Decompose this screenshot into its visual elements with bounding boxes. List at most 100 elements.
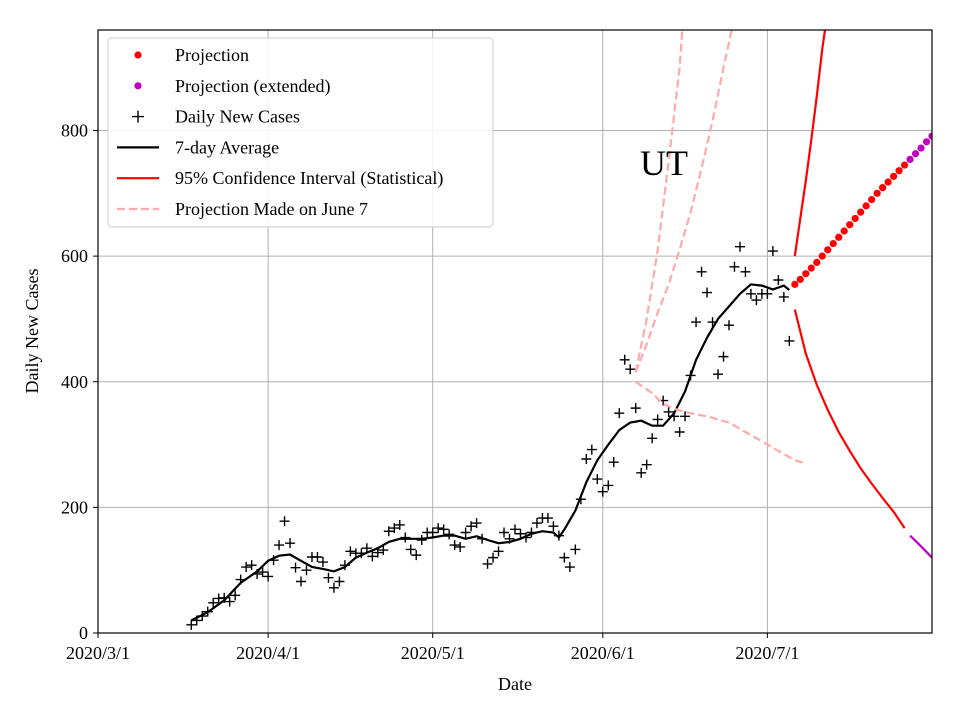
point-projection [873,189,881,197]
legend-marker-dot [134,82,142,90]
legend-label: 95% Confidence Interval (Statistical) [175,168,443,189]
point-projection [851,214,859,223]
point-daily-new-cases [767,246,778,257]
y-axis-label: Daily New Cases [22,269,42,394]
point-daily-new-cases [312,551,323,562]
legend-entry: Daily New Cases [132,107,300,127]
point-daily-new-cases [427,527,438,538]
point-daily-new-cases [586,444,597,455]
point-projection [857,208,865,216]
point-projection [802,270,810,278]
legend-entry: Projection (extended) [134,76,330,97]
point-projection [846,221,854,229]
point-daily-new-cases [317,557,328,568]
point-daily-new-cases [257,567,268,578]
point-daily-new-cases [394,519,405,530]
point-daily-new-cases [597,486,608,497]
series-line-june-7-projection-upper [634,30,684,373]
point-daily-new-cases [246,560,257,571]
point-daily-new-cases [433,523,444,534]
point-daily-new-cases [636,467,647,478]
point-daily-new-cases [224,596,235,607]
point-daily-new-cases [323,572,334,583]
series-line-95-ci-upper [793,30,827,257]
legend-entry: 95% Confidence Interval (Statistical) [117,168,443,189]
point-daily-new-cases [581,454,592,465]
point-projection [900,161,909,169]
x-tick-label: 2020/5/1 [401,643,465,663]
legend-entry: Projection Made on June 7 [117,199,368,219]
point-daily-new-cases [400,532,411,543]
legend-label: Projection [175,45,249,65]
point-daily-new-cases [449,540,460,551]
point-daily-new-cases [455,541,466,552]
point-daily-new-cases [186,619,197,630]
point-projection-extended [922,138,931,146]
point-daily-new-cases [674,427,685,437]
point-daily-new-cases [729,261,740,272]
point-daily-new-cases [438,524,449,535]
point-projection [829,239,837,248]
point-projection [868,195,876,204]
point-projection [796,275,804,283]
point-projection [818,252,826,260]
point-daily-new-cases [625,364,636,375]
x-tick-label: 2020/6/1 [571,643,635,663]
point-daily-new-cases [405,544,416,555]
point-daily-new-cases [702,287,713,298]
point-projection [835,233,843,241]
point-projection [889,172,898,180]
point-daily-new-cases [696,266,707,277]
point-daily-new-cases [444,529,455,540]
point-daily-new-cases [614,408,625,419]
point-daily-new-cases [389,523,400,534]
point-daily-new-cases [378,545,389,556]
point-daily-new-cases [548,521,559,532]
point-daily-new-cases [367,551,378,562]
series-line-june-7-projection-lower [635,380,807,465]
point-daily-new-cases [603,480,614,491]
point-daily-new-cases [663,406,674,417]
point-projection [879,184,887,192]
point-daily-new-cases [230,590,241,601]
point-daily-new-cases [345,546,356,557]
legend-marker-dot [134,51,142,59]
y-tick-label: 800 [61,121,88,141]
point-projection-extended [906,155,914,163]
series-line-7-day-average [190,283,790,622]
point-daily-new-cases [279,516,290,527]
point-daily-new-cases [482,558,493,569]
point-daily-new-cases [713,369,724,380]
plot-area [186,30,932,630]
legend-label: Projection Made on June 7 [175,199,368,219]
legend-label: Daily New Cases [175,107,300,127]
point-projection [807,264,815,272]
point-projection [813,258,821,267]
point-daily-new-cases [274,540,285,551]
legend-label: 7-day Average [175,137,279,157]
point-daily-new-cases [515,528,526,539]
legend-label: Projection (extended) [175,76,330,97]
point-daily-new-cases [734,241,745,252]
axis-ticks: 2020/3/1 2020/4/1 2020/5/1 2020/6/1 2020/7/1… [61,121,799,664]
point-daily-new-cases [784,335,795,346]
point-daily-new-cases [493,546,504,557]
point-daily-new-cases [334,576,345,587]
point-daily-new-cases [488,552,499,563]
point-daily-new-cases [564,562,575,573]
point-projection [862,202,870,210]
point-daily-new-cases [691,317,702,328]
point-daily-new-cases [751,295,762,306]
point-daily-new-cases [592,474,603,485]
point-daily-new-cases [411,550,422,561]
point-daily-new-cases [510,524,520,535]
legend-entry: Projection [134,45,249,65]
point-daily-new-cases [285,538,296,549]
axes-frame [97,29,933,634]
point-daily-new-cases [328,582,339,593]
point-daily-new-cases [383,526,394,537]
point-projection [884,178,892,186]
point-daily-new-cases [208,597,219,608]
point-daily-new-cases [241,562,252,573]
